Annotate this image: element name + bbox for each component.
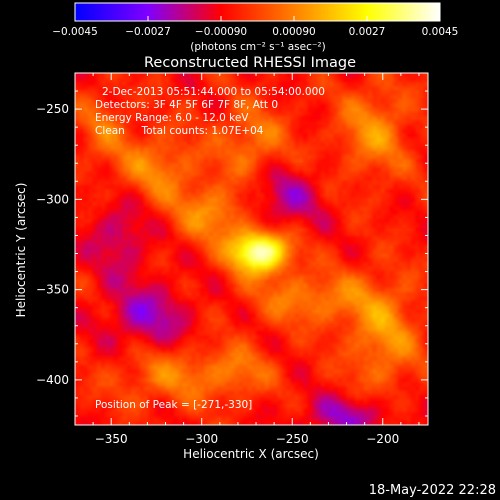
- x-tick-label: −350: [95, 432, 128, 446]
- colorbar-tick-label: −0.0027: [125, 26, 171, 38]
- x-axis-label: Heliocentric X (arcsec): [183, 447, 319, 461]
- annotation-clean-counts: Clean Total counts: 1.07E+04: [95, 125, 264, 137]
- colorbar-ticks: −0.0045 −0.0027 −0.00090 0.00090 0.0027 0.004…: [52, 16, 458, 38]
- y-tick-label: −300: [36, 192, 69, 206]
- annotation-detectors: Detectors: 3F 4F 5F 6F 7F 8F, Att 0: [95, 99, 278, 111]
- annotation-peak-position: Position of Peak = [-271,-330]: [95, 399, 252, 411]
- x-tick-label: −200: [366, 432, 399, 446]
- chart-title: Reconstructed RHESSI Image: [144, 55, 356, 71]
- colorbar-gradient: [74, 2, 441, 22]
- x-tick-label: −250: [276, 432, 309, 446]
- annotations: 2-Dec-2013 05:51:44.000 to 05:54:00.000 …: [95, 86, 325, 411]
- annotation-time-range: 2-Dec-2013 05:51:44.000 to 05:54:00.000: [102, 86, 325, 98]
- colorbar-tick-label: 0.0045: [422, 26, 459, 38]
- annotation-energy-range: Energy Range: 6.0 - 12.0 keV: [95, 112, 249, 124]
- colorbar: −0.0045 −0.0027 −0.00090 0.00090 0.0027 0.004…: [52, 2, 458, 53]
- x-tick-label: −300: [185, 432, 218, 446]
- colorbar-tick-label: 0.00090: [272, 26, 315, 38]
- colorbar-tick-label: −0.00090: [195, 26, 247, 38]
- colorbar-tick-label: −0.0045: [52, 26, 98, 38]
- footer-timestamp: 18-May-2022 22:28: [369, 483, 496, 498]
- colorbar-tick-label: 0.0027: [349, 26, 386, 38]
- y-tick-label: −400: [36, 373, 69, 387]
- plot-frame: [74, 72, 429, 426]
- y-tick-label: −250: [36, 102, 69, 116]
- plot-area: −350 −300 −250 −200 −250 −300 −350 −400: [36, 72, 429, 446]
- y-tick-label: −350: [36, 283, 69, 297]
- colorbar-unit-label: (photons cm⁻² s⁻¹ asec⁻²): [190, 41, 325, 53]
- axis-ticks: −350 −300 −250 −200 −250 −300 −350 −400: [36, 72, 428, 446]
- y-axis-label: Heliocentric Y (arcsec): [14, 183, 28, 318]
- heatmap-image: [75, 73, 428, 425]
